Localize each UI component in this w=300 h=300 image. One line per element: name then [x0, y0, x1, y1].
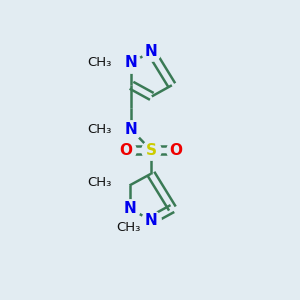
- Text: N: N: [145, 213, 157, 228]
- Text: N: N: [125, 56, 138, 70]
- Text: CH₃: CH₃: [87, 176, 111, 189]
- Text: CH₃: CH₃: [116, 221, 141, 234]
- Text: O: O: [169, 142, 182, 158]
- Text: O: O: [119, 142, 132, 158]
- Text: CH₃: CH₃: [87, 56, 111, 70]
- Text: CH₃: CH₃: [87, 123, 111, 136]
- Text: N: N: [125, 122, 138, 137]
- Text: N: N: [123, 201, 136, 216]
- Text: N: N: [145, 44, 157, 59]
- Text: S: S: [146, 142, 157, 158]
